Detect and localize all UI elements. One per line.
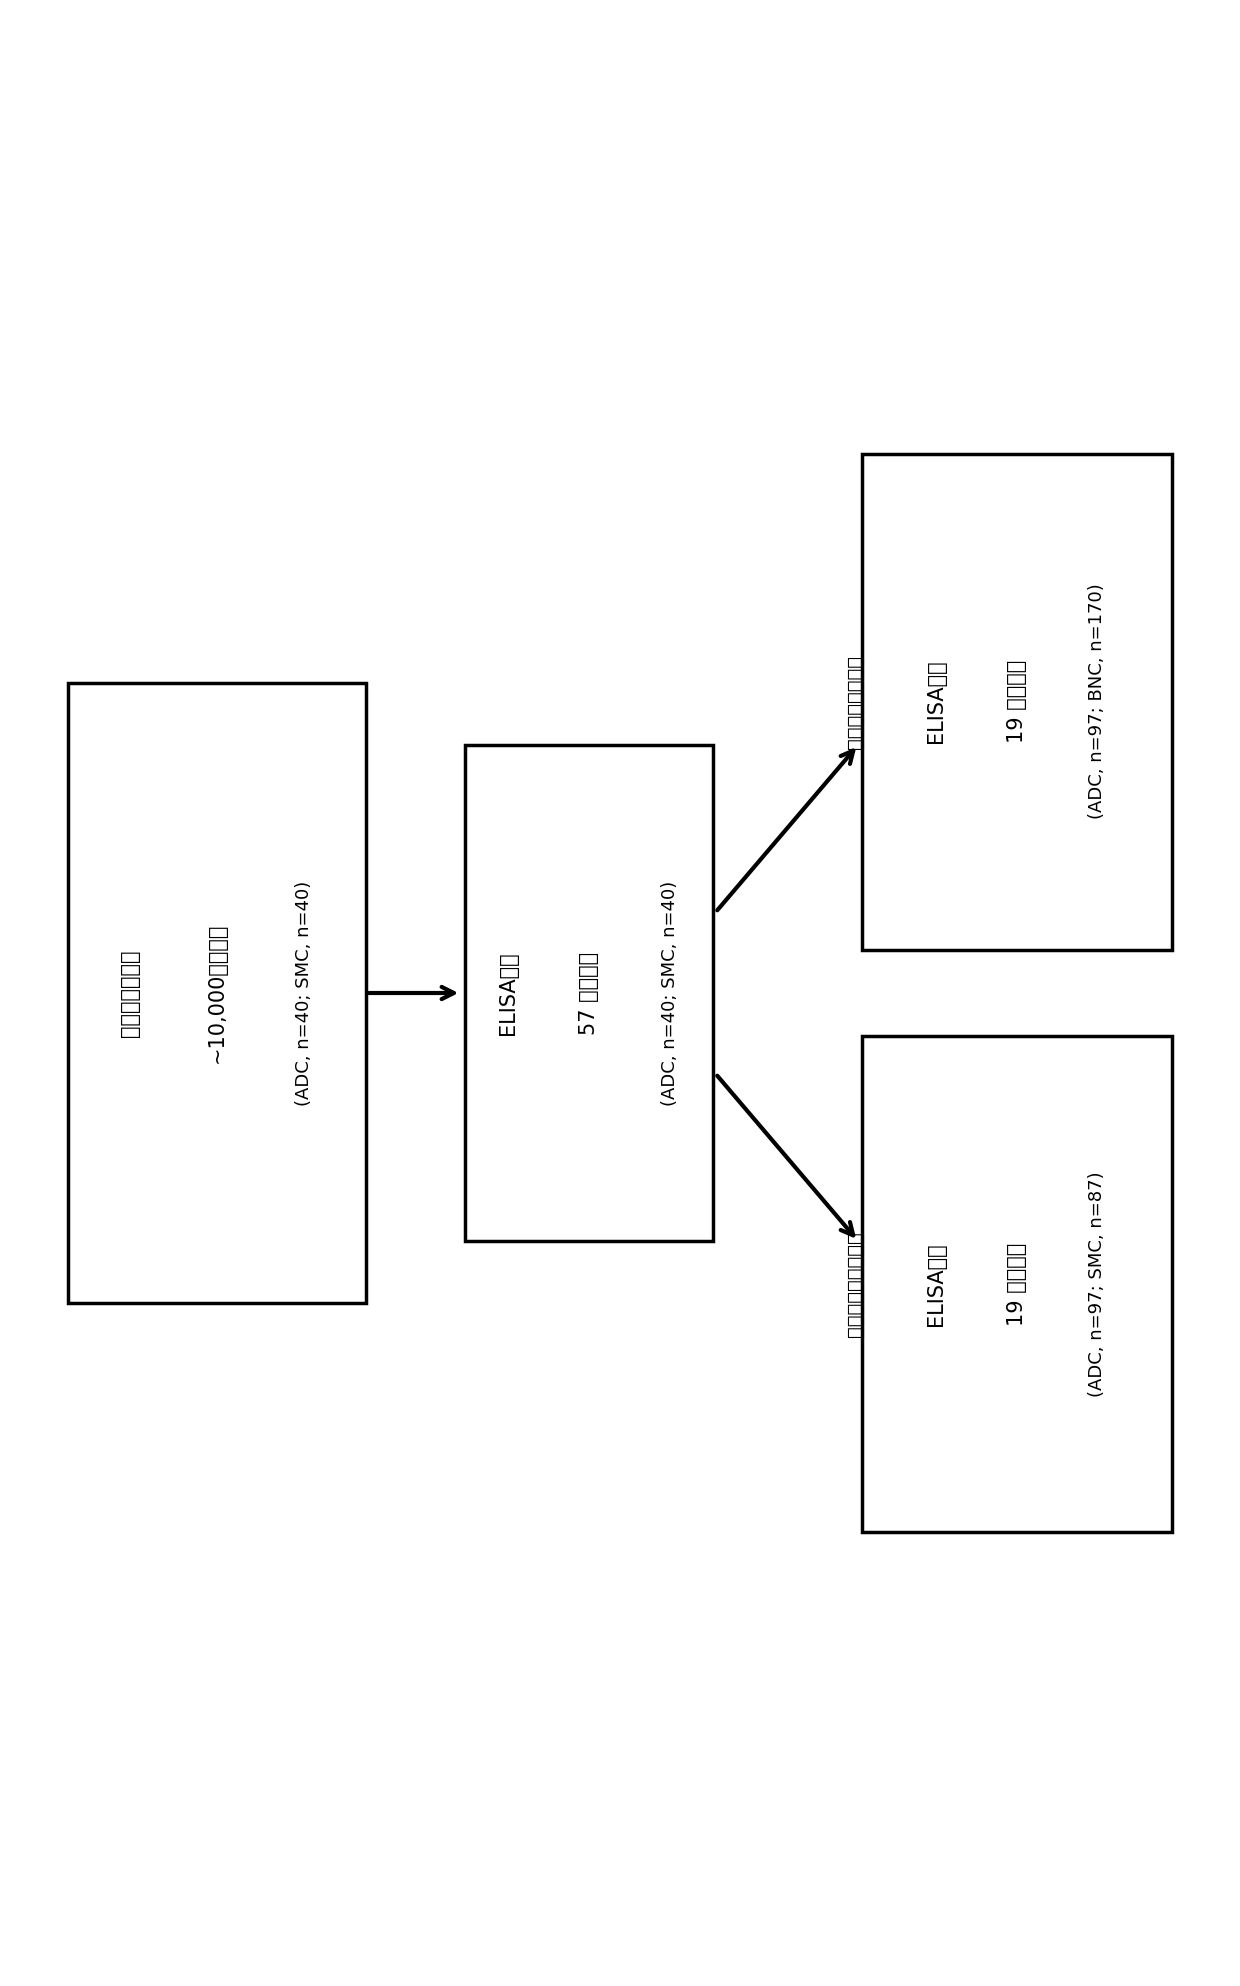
- Text: (ADC, n=97; BNC, n=170): (ADC, n=97; BNC, n=170): [1089, 584, 1106, 820]
- Text: (ADC, n=97; SMC, n=87): (ADC, n=97; SMC, n=87): [1089, 1172, 1106, 1398]
- Bar: [862, 1037, 1172, 1533]
- Text: 肺癌相比吸烟者对照: 肺癌相比吸烟者对照: [846, 1231, 866, 1337]
- Bar: [465, 745, 713, 1241]
- Text: ELISA验证: ELISA验证: [926, 1243, 946, 1327]
- Text: ~10,000人蛋白质: ~10,000人蛋白质: [207, 923, 227, 1063]
- Text: ELISA验证: ELISA验证: [926, 659, 946, 743]
- Bar: [68, 683, 366, 1303]
- Bar: [862, 453, 1172, 949]
- Text: ELISA确认: ELISA确认: [498, 951, 518, 1035]
- Text: 19 人蛋白质: 19 人蛋白质: [1007, 659, 1027, 743]
- Text: 57 人蛋白质: 57 人蛋白质: [579, 951, 599, 1035]
- Text: (ADC, n=40; SMC, n=40): (ADC, n=40; SMC, n=40): [295, 880, 312, 1106]
- Text: 肺癌相比良性对照: 肺癌相比良性对照: [846, 655, 866, 749]
- Text: (ADC, n=40; SMC, n=40): (ADC, n=40; SMC, n=40): [661, 880, 678, 1106]
- Text: 19 人蛋白质: 19 人蛋白质: [1007, 1243, 1027, 1327]
- Text: 蛋白质阵列筛选: 蛋白质阵列筛选: [120, 949, 140, 1037]
